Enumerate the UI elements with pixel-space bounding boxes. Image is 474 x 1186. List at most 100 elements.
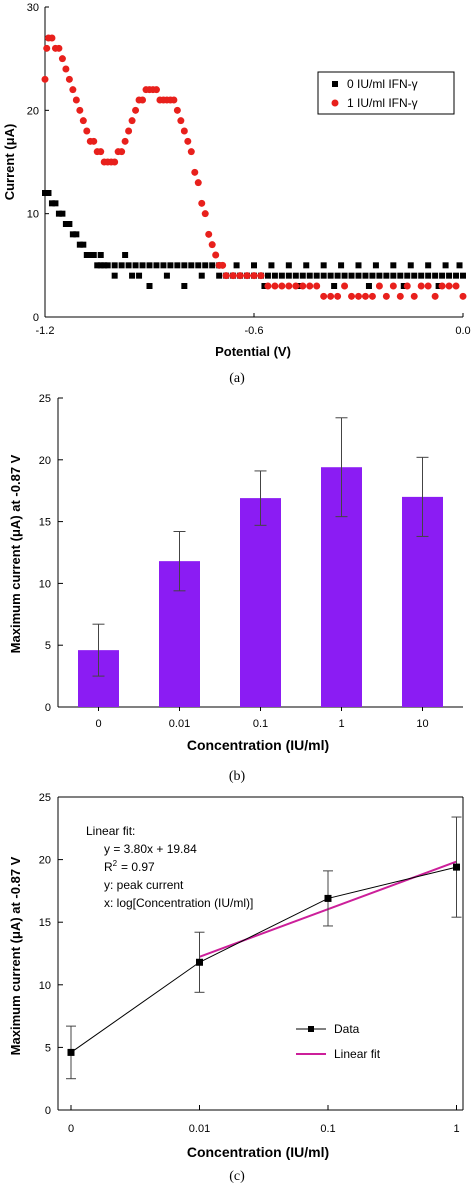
chart-c-point: [324, 894, 332, 902]
chart-a-point: [320, 292, 328, 300]
chart-b-x-tick-label: 0.1: [253, 718, 268, 730]
chart-a-point: [65, 75, 73, 83]
chart-b-error-bars: [92, 417, 429, 677]
chart-a-point: [111, 158, 119, 166]
chart-a-point: [118, 148, 126, 156]
chart-c-point: [196, 958, 203, 966]
chart-b-y-tick-label: 5: [45, 640, 51, 652]
chart-c-y-tick-label: 20: [39, 855, 51, 867]
chart-b-x-axis-label: Concentration (IU/ml): [187, 737, 329, 753]
chart-a: 0 10 20 30 -1.2 -0.6 0.0 Potential (V) Current…: [2, 2, 471, 386]
chart-c-x-tick-label: 0.1: [320, 1123, 335, 1135]
chart-a-series-0: [42, 190, 466, 289]
chart-a-point: [410, 292, 418, 300]
chart-a-legend-marker-0: [332, 81, 338, 87]
chart-a-point: [459, 292, 467, 300]
chart-c-y-tick-label: 15: [39, 917, 51, 929]
chart-a-legend-label-0: 0 IU/ml IFN-γ: [347, 77, 418, 91]
chart-a-point: [390, 262, 397, 269]
chart-a-point: [163, 272, 170, 279]
chart-c-annotation-title: Linear fit:: [86, 824, 135, 838]
chart-a-series-1: [41, 34, 467, 300]
chart-a-point: [83, 127, 91, 135]
chart-a-point: [334, 272, 341, 279]
chart-a-point: [425, 272, 432, 279]
chart-a-point: [111, 272, 118, 279]
chart-c-point: [453, 863, 460, 871]
chart-a-point: [418, 272, 425, 279]
chart-a-point: [299, 282, 307, 290]
chart-a-point: [198, 199, 206, 207]
chart-a-point: [375, 282, 383, 290]
chart-a-point: [132, 106, 140, 114]
chart-a-point: [404, 272, 411, 279]
chart-a-point: [285, 282, 293, 290]
chart-a-point: [382, 292, 390, 300]
chart-a-point: [432, 272, 439, 279]
chart-c-data-line: [70, 866, 457, 1053]
chart-a-point: [348, 292, 356, 300]
chart-c-axes: [57, 796, 464, 1111]
chart-c-x-tick-label: 0.01: [189, 1123, 210, 1135]
chart-a-legend-label-1: 1 IU/ml IFN-γ: [347, 96, 418, 110]
chart-b-bar: [240, 498, 281, 707]
chart-a-point: [139, 262, 146, 269]
chart-a-point: [45, 190, 52, 196]
chart-c-tick-labels: 0 5 10 15 20 25 0 0.01 0.1 1: [39, 792, 460, 1135]
chart-a-point: [452, 282, 460, 290]
chart-a-point: [362, 272, 369, 279]
chart-a-point: [111, 262, 118, 269]
chart-a-point: [341, 272, 348, 279]
chart-a-x-tick-label: 0.0: [455, 325, 470, 337]
chart-a-point: [334, 292, 342, 300]
chart-a-point: [101, 262, 108, 269]
chart-b: 0 5 10 15 20 25 0 0.01 0.1 1 10 Concentration (IU/…: [8, 393, 463, 784]
chart-c-legend-label-1: Linear fit: [334, 1047, 381, 1061]
chart-a-point: [348, 272, 355, 279]
chart-c-legend-label-0: Data: [334, 1022, 360, 1036]
chart-a-point: [181, 262, 188, 269]
chart-a-point: [439, 272, 446, 279]
chart-a-point: [431, 292, 439, 300]
chart-c-y-tick-label: 25: [39, 792, 51, 804]
chart-a-point: [62, 221, 69, 227]
chart-a-panel-label: (a): [229, 371, 245, 386]
chart-a-point: [292, 272, 299, 279]
chart-a-point: [417, 282, 425, 290]
chart-c-y-tick-label: 0: [45, 1105, 51, 1117]
chart-a-point: [90, 252, 97, 258]
chart-a-point: [355, 292, 362, 300]
chart-a-point: [48, 34, 56, 42]
chart-a-point: [278, 272, 285, 279]
chart-a-point: [411, 272, 418, 279]
chart-c-legend: Data Linear fit: [296, 1022, 381, 1061]
chart-c-annotation: Linear fit: y = 3.80x + 19.84 R2 = 0.97 …: [86, 824, 253, 910]
chart-a-point: [41, 75, 49, 83]
chart-a-point: [303, 262, 310, 269]
chart-a-point: [397, 272, 404, 279]
chart-a-point: [243, 272, 251, 280]
chart-a-axes: [44, 6, 464, 318]
chart-a-point: [201, 210, 209, 218]
chart-a-point: [292, 282, 300, 290]
chart-a-point: [407, 262, 414, 269]
chart-a-point: [191, 168, 199, 176]
chart-a-point: [187, 148, 195, 156]
chart-a-point: [456, 262, 463, 269]
chart-a-point: [55, 210, 62, 217]
chart-a-point: [250, 272, 258, 280]
chart-c-x-tick-label: 0: [68, 1123, 74, 1135]
chart-a-point: [205, 230, 213, 238]
chart-a-point: [424, 282, 432, 290]
chart-a-point: [198, 272, 205, 279]
chart-a-point: [368, 292, 376, 300]
chart-a-point: [361, 292, 369, 300]
chart-a-point: [331, 283, 338, 289]
chart-a-point: [97, 252, 104, 258]
chart-a-point: [212, 251, 220, 259]
chart-a-point: [76, 241, 83, 248]
chart-a-point: [446, 272, 453, 279]
chart-a-point: [177, 117, 185, 125]
chart-a-point: [129, 272, 136, 279]
